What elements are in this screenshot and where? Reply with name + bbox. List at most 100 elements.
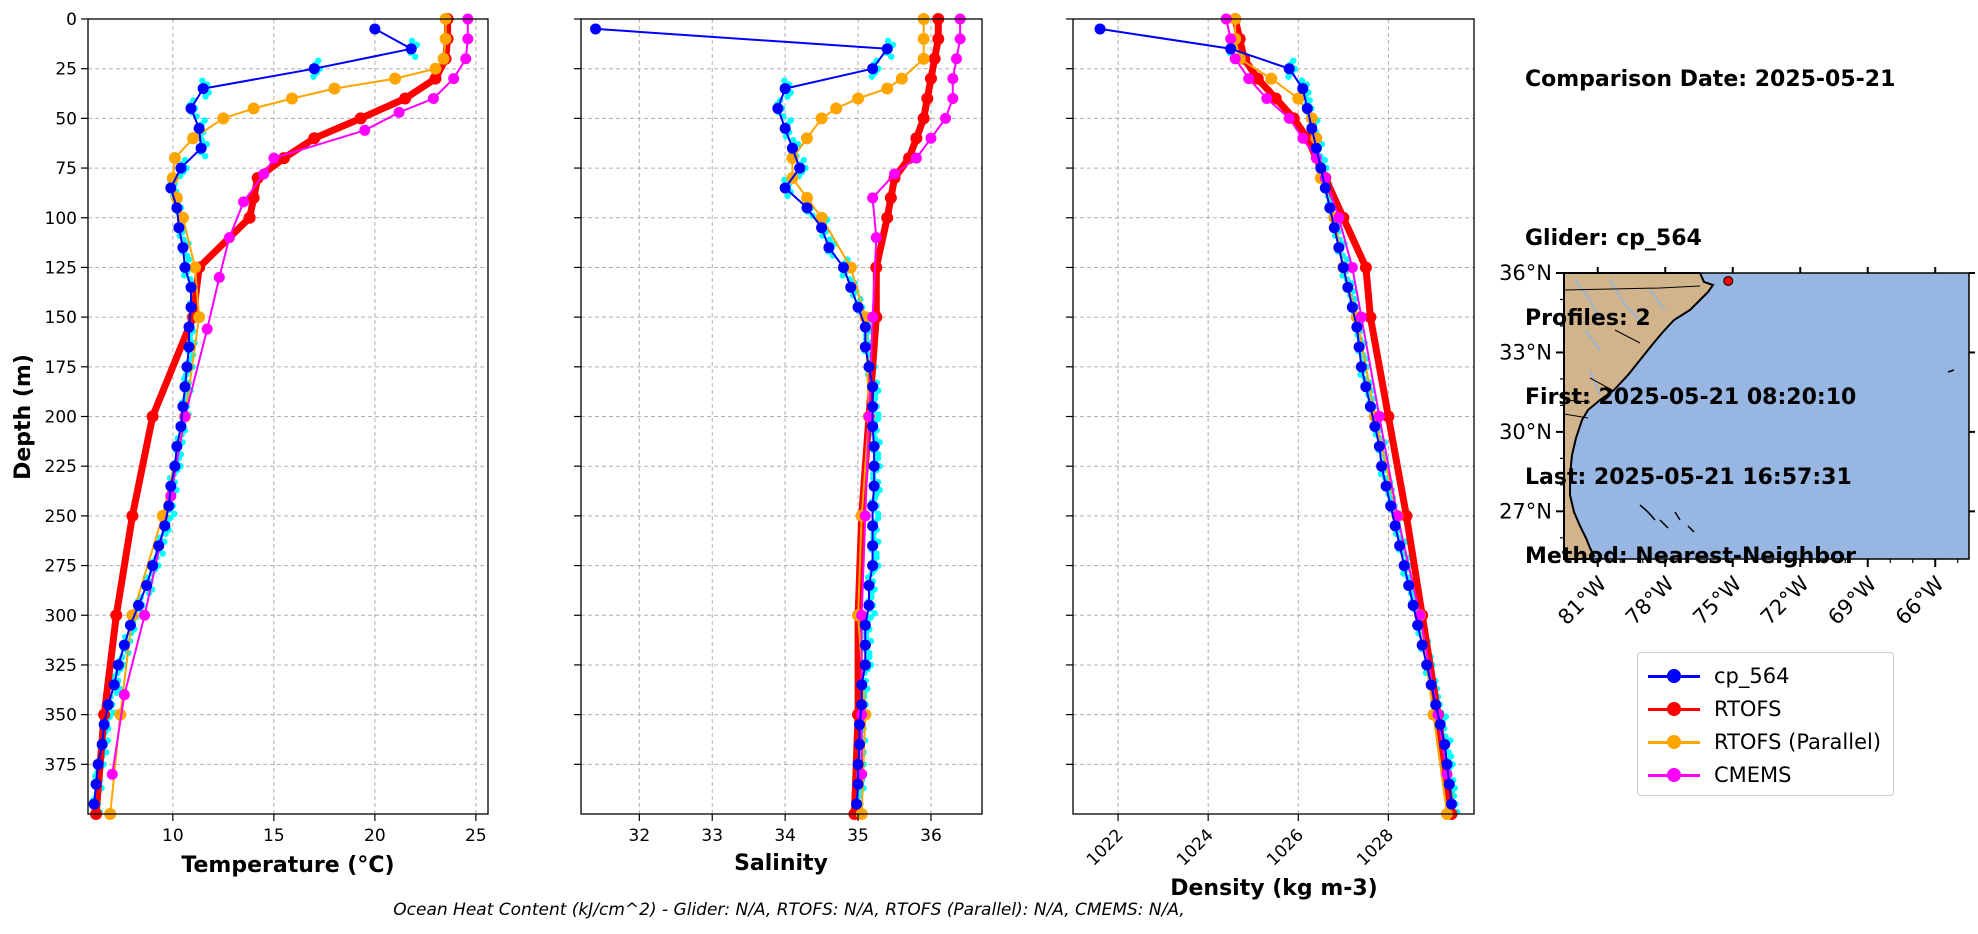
series-point <box>1306 122 1318 134</box>
series-point <box>940 112 952 124</box>
series-point <box>1292 92 1305 105</box>
series-point <box>852 92 865 105</box>
series-point <box>870 261 883 274</box>
series-point <box>910 152 922 164</box>
series-point <box>867 401 879 413</box>
series-point <box>1094 23 1106 35</box>
series-point <box>185 281 197 293</box>
series-point <box>165 490 177 502</box>
series-point <box>852 758 864 770</box>
series-point <box>856 709 868 721</box>
density-xlabel: Density (kg m-3) <box>1170 876 1378 901</box>
series-point <box>308 132 321 145</box>
series-point <box>1269 92 1282 105</box>
series-point <box>1407 599 1419 611</box>
series-point <box>1441 768 1453 780</box>
series-point <box>1364 401 1376 413</box>
glider-raw-point <box>868 73 876 80</box>
series-point <box>247 191 260 204</box>
salinity-xlabel: Salinity <box>734 851 828 876</box>
glider-raw-point <box>1298 77 1306 84</box>
series-point <box>1380 480 1392 492</box>
series-point <box>177 242 189 254</box>
series-point <box>165 182 177 194</box>
comparison-info: Comparison Date: 2025-05-21 Glider: cp_5… <box>1525 14 1895 597</box>
series-point <box>1337 261 1349 273</box>
series-point <box>165 480 177 492</box>
salinity-grid <box>581 18 982 814</box>
last-time: Last: 2025-05-21 16:57:31 <box>1525 464 1852 490</box>
glider-raw-point <box>408 37 416 45</box>
series-point <box>815 211 828 224</box>
series-point <box>867 381 879 393</box>
series-point <box>851 798 863 810</box>
glider-raw-point <box>784 93 791 100</box>
series-point <box>854 719 866 731</box>
series-point <box>863 579 875 591</box>
series-point <box>895 72 908 85</box>
series-point <box>1412 619 1424 631</box>
glider-raw-point <box>171 510 178 518</box>
series-point <box>867 63 879 75</box>
series-point <box>247 102 260 115</box>
series-point <box>153 540 165 552</box>
series-point <box>863 599 875 611</box>
series-point <box>238 196 250 208</box>
legend-swatch-rtofs <box>1646 699 1702 719</box>
lat-tick-label: 33°N <box>1499 340 1552 364</box>
glider-raw-point <box>159 550 166 557</box>
series-point <box>92 758 104 770</box>
y-tick-label: 0 <box>66 10 77 30</box>
series-point <box>1283 63 1295 75</box>
series-point <box>1319 182 1331 194</box>
series-point <box>1225 33 1237 45</box>
series-point <box>881 82 894 95</box>
glider-raw-point <box>784 192 791 200</box>
ocean-heat-content-note: Ocean Heat Content (kJ/cm^2) - Glider: N… <box>393 900 1185 920</box>
series-point <box>1229 53 1241 65</box>
legend-item: RTOFS <box>1646 692 1885 725</box>
series-point <box>1403 579 1415 591</box>
y-tick-label: 325 <box>45 656 77 676</box>
series-point <box>1342 281 1354 293</box>
series-point <box>889 168 901 180</box>
lat-tick-label: 27°N <box>1499 499 1552 523</box>
series-point <box>950 53 962 65</box>
series-line <box>1231 18 1455 815</box>
temperature-profiles <box>88 13 474 820</box>
series-point <box>917 112 930 125</box>
temperature-panel: 10 15 20 25 0 25 50 75 100 125 150 175 200 225 250 275… <box>11 10 489 878</box>
series-point <box>925 132 937 144</box>
series-point <box>1398 560 1410 572</box>
series-point <box>1297 83 1309 95</box>
series-point <box>171 202 183 214</box>
series-point <box>369 23 381 35</box>
y-tick-label: 100 <box>45 209 77 229</box>
series-point <box>910 132 923 145</box>
series-point <box>243 211 256 224</box>
series-point <box>859 341 871 353</box>
series-point <box>590 23 602 35</box>
legend-label: CMEMS <box>1714 762 1792 787</box>
series-point <box>96 738 108 750</box>
x-tick-label: 36 <box>920 826 942 846</box>
series-point <box>1351 321 1363 333</box>
series-point <box>1360 381 1372 393</box>
series-point <box>884 191 897 204</box>
y-tick-label: 375 <box>45 755 77 775</box>
map-land-us <box>1563 272 1715 560</box>
y-tick-label: 175 <box>45 358 77 378</box>
series-point <box>1394 540 1406 552</box>
series-point <box>185 301 197 313</box>
series-point <box>1445 798 1457 810</box>
series-point <box>859 639 871 651</box>
spacer <box>1525 147 1895 174</box>
series-line <box>111 19 469 775</box>
series-point <box>168 152 181 165</box>
glider-raw-point <box>201 152 209 160</box>
series-point <box>1283 112 1295 124</box>
series-point <box>427 93 439 104</box>
series-point <box>439 32 452 45</box>
series-point <box>171 440 183 452</box>
legend-swatch-rtofs-parallel <box>1646 732 1702 752</box>
